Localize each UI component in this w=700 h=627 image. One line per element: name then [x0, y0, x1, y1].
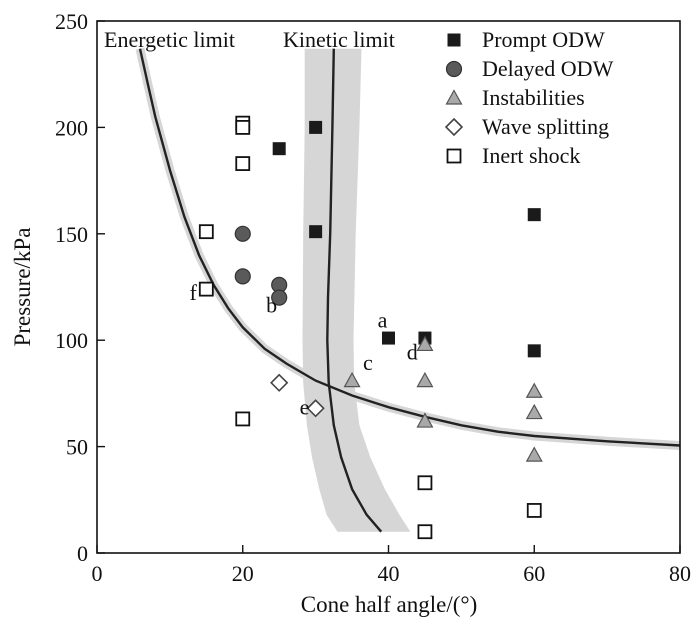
legend-marker-inert-shock — [446, 148, 462, 164]
data-points-layer — [198, 115, 543, 540]
point-annotation-d: d — [407, 339, 418, 364]
legend-label-prompt-odw: Prompt ODW — [482, 27, 605, 52]
prompt-odw-point — [527, 208, 541, 222]
point-annotation-e: e — [300, 395, 310, 420]
inert-shock-point — [235, 156, 251, 171]
delayed-odw-point — [234, 225, 251, 242]
prompt-odw-point — [382, 331, 395, 345]
inert-shock-point — [198, 281, 214, 297]
inert-shock-point — [417, 475, 433, 491]
y-tick-label: 0 — [77, 541, 88, 566]
x-tick-label: 40 — [378, 561, 400, 586]
delayed-odw-point — [271, 289, 288, 306]
legend-marker-instabilities — [445, 89, 463, 105]
legend-label-instabilities: Instabilities — [482, 85, 585, 110]
x-tick-label: 20 — [232, 561, 254, 586]
point-annotations-layer: a b c d e f — [190, 280, 418, 420]
wave-splitting-point — [306, 399, 325, 418]
plot-frame — [96, 20, 681, 554]
legend-marker-prompt-odw — [447, 33, 461, 47]
point-annotation-f: f — [190, 280, 198, 305]
instabilities-point — [525, 446, 543, 462]
kinetic-limit-curve — [326, 48, 383, 533]
legend-marker-delayed-odw — [445, 60, 463, 78]
prompt-odw-point — [272, 142, 286, 156]
inert-shock-point — [235, 411, 251, 427]
prompt-odw-point — [527, 344, 541, 358]
y-axis-label: Pressure/kPa — [10, 228, 35, 347]
x-axis-label: Cone half angle/(°) — [301, 592, 478, 617]
energetic-limit-curve — [138, 48, 681, 447]
y-tick-label: 50 — [66, 435, 88, 460]
x-tick-label: 80 — [669, 561, 691, 586]
instabilities-point — [343, 371, 361, 388]
delayed-odw-point — [234, 268, 251, 285]
y-tick-label: 200 — [55, 115, 88, 140]
energetic-limit-uncertainty-band — [135, 47, 681, 450]
y-tick-label: 250 — [55, 9, 88, 34]
instabilities-point — [525, 403, 543, 420]
legend-label-inert-shock: Inert shock — [482, 143, 580, 168]
x-tick-label: 0 — [92, 561, 103, 586]
kinetic-limit-label: Kinetic limit — [283, 27, 395, 52]
wave-splitting-point — [270, 373, 289, 392]
energetic-limit-label: Energetic limit — [104, 27, 235, 52]
legend-marker-wave-splitting — [444, 117, 464, 137]
limit-curves-layer — [138, 48, 681, 533]
point-annotation-a: a — [378, 307, 388, 332]
instabilities-point — [416, 412, 434, 428]
instabilities-point — [416, 371, 434, 388]
legend: Prompt ODW Delayed ODW Instabilities Wave s… — [444, 27, 614, 168]
inert-shock-point — [235, 120, 251, 135]
inert-shock-point — [526, 503, 542, 518]
inert-shock-point — [417, 524, 433, 540]
axis-ticks-layer: 0 20 40 60 80 0 50 100 150 200 250 — [55, 9, 691, 586]
y-tick-label: 100 — [55, 328, 88, 353]
point-annotation-b: b — [266, 293, 277, 318]
prompt-odw-point — [309, 225, 323, 239]
prompt-odw-point — [309, 120, 323, 134]
point-annotation-c: c — [363, 350, 373, 375]
instabilities-point — [416, 335, 434, 352]
y-tick-label: 150 — [55, 222, 88, 247]
inert-shock-point — [198, 224, 214, 240]
x-tick-label: 60 — [523, 561, 545, 586]
kinetic-limit-uncertainty-band — [302, 48, 411, 532]
legend-label-wave-splitting: Wave splitting — [482, 114, 609, 139]
legend-label-delayed-odw: Delayed ODW — [482, 56, 614, 81]
instabilities-point — [525, 382, 543, 398]
